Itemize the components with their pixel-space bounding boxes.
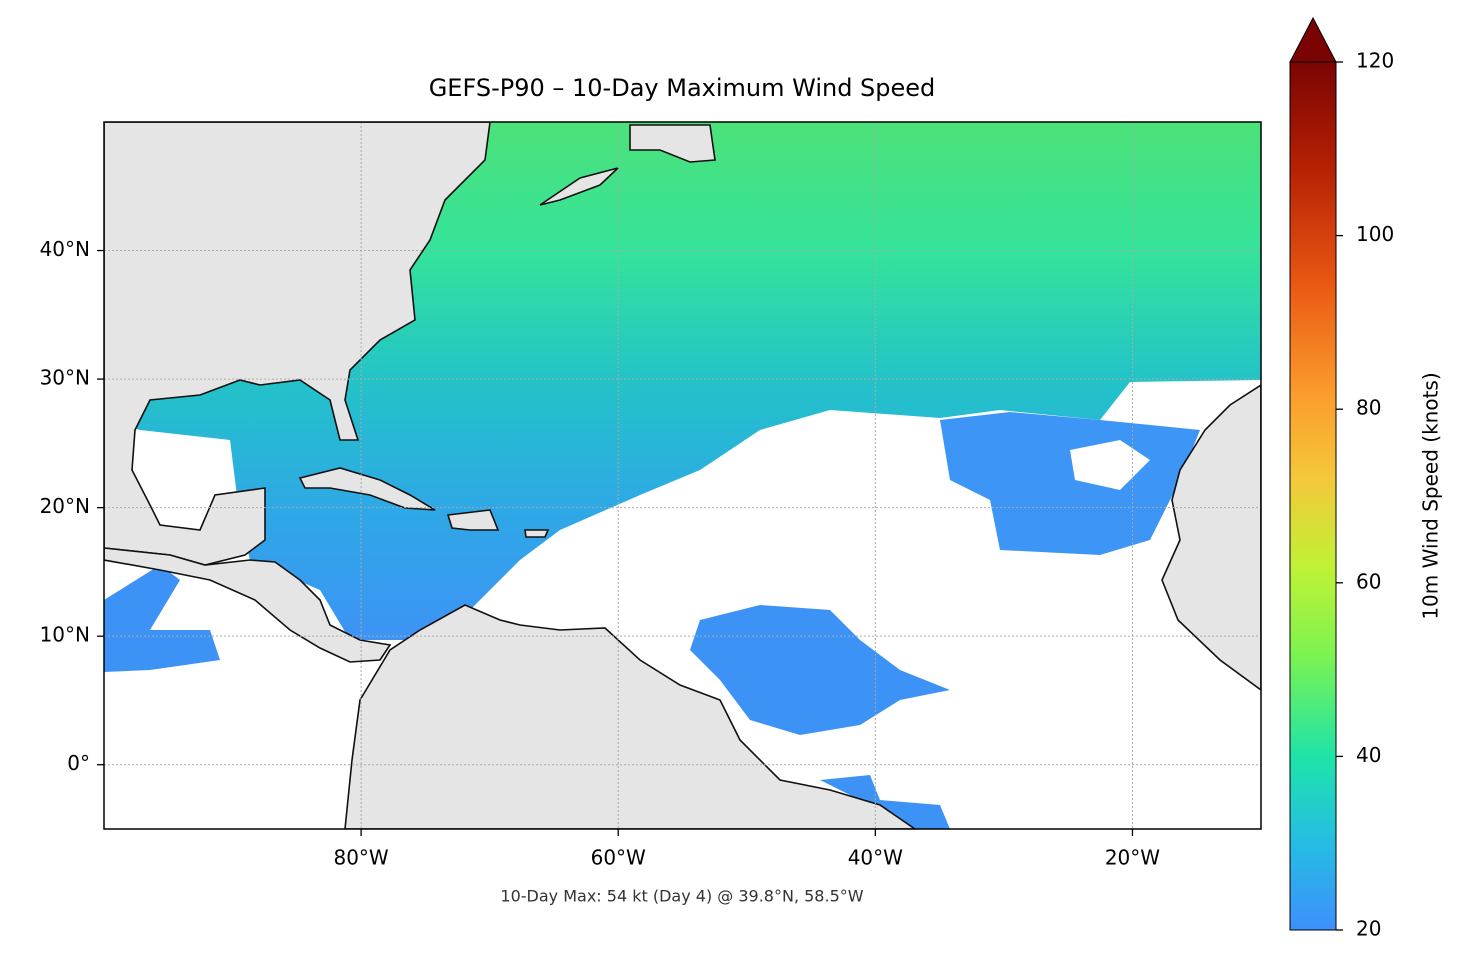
colorbar-tick-label: 100 xyxy=(1356,222,1394,246)
plot-frame xyxy=(103,121,1262,830)
colorbar-label: 10m Wind Speed (knots) xyxy=(1419,372,1443,619)
land-south-america xyxy=(344,604,917,829)
map xyxy=(104,122,1261,829)
y-tick-label: 10°N xyxy=(40,623,90,647)
y-tick-label: 40°N xyxy=(40,237,90,261)
land-north-america xyxy=(104,122,491,566)
land-puerto-rico xyxy=(524,529,550,538)
land-hispaniola xyxy=(446,509,500,531)
wind-patch xyxy=(690,605,950,735)
colorbar-tick-label: 80 xyxy=(1356,396,1381,420)
annotation: 10-Day Max: 54 kt (Day 4) @ 39.8°N, 58.5… xyxy=(500,887,863,906)
wind-patch xyxy=(940,412,1200,555)
y-tick-label: 30°N xyxy=(40,366,90,390)
land-central-america xyxy=(104,547,392,663)
x-tick-label: 20°W xyxy=(1105,846,1160,870)
colorbar-tick-label: 120 xyxy=(1356,49,1394,73)
y-tick-label: 20°N xyxy=(40,494,90,518)
chart-title: GEFS-P90 – 10-Day Maximum Wind Speed xyxy=(429,74,936,102)
colorbar-tick-label: 40 xyxy=(1356,743,1381,767)
x-tick-label: 40°W xyxy=(848,846,903,870)
land-cuba xyxy=(298,467,436,511)
colorbar-extend xyxy=(1289,16,1337,63)
wind-patch xyxy=(104,565,220,672)
x-tick-label: 60°W xyxy=(591,846,646,870)
land-africa xyxy=(1161,384,1261,691)
land-newfoundland xyxy=(629,124,716,163)
wind-patch xyxy=(820,775,950,829)
colorbar-tick-label: 20 xyxy=(1356,917,1381,941)
axes: 80°W 60°W 40°W 20°W 0° 10°N 20°N 30°N 40°N xyxy=(40,122,1261,870)
x-tick-label: 80°W xyxy=(333,846,388,870)
colorbar-tick-label: 60 xyxy=(1356,569,1381,593)
land-nova-scotia xyxy=(539,167,619,206)
wind-patch xyxy=(1070,440,1150,490)
colorbar xyxy=(1289,61,1337,931)
y-tick-label: 0° xyxy=(67,751,90,775)
